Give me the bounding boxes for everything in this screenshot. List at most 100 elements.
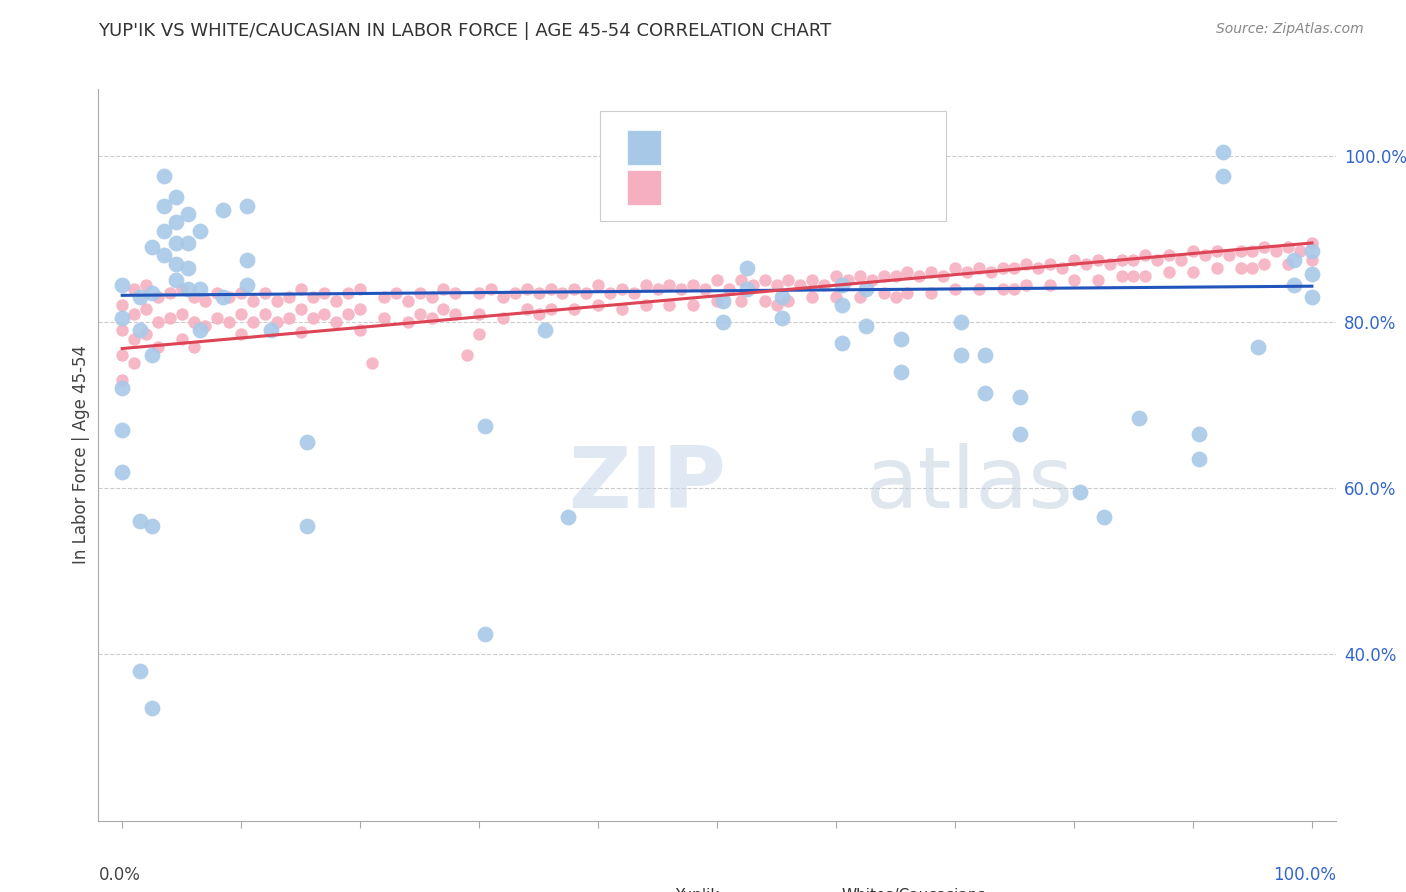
Point bbox=[872, 285, 894, 300]
Point bbox=[837, 273, 859, 287]
Point bbox=[943, 282, 966, 296]
Point bbox=[1069, 485, 1091, 500]
Point bbox=[943, 260, 966, 275]
Point bbox=[765, 277, 787, 292]
Point bbox=[551, 285, 574, 300]
Point bbox=[599, 285, 621, 300]
Point bbox=[432, 302, 454, 317]
Point bbox=[141, 701, 163, 715]
Point bbox=[146, 315, 169, 329]
Point bbox=[1159, 265, 1181, 279]
Point bbox=[165, 257, 187, 271]
Point bbox=[176, 260, 198, 275]
Point bbox=[207, 310, 229, 325]
Point bbox=[890, 365, 912, 379]
Point bbox=[290, 325, 312, 339]
Point bbox=[1039, 257, 1062, 271]
Point bbox=[813, 277, 835, 292]
Point bbox=[290, 302, 312, 317]
Point bbox=[1010, 427, 1032, 442]
Point bbox=[277, 290, 299, 304]
Point bbox=[141, 348, 163, 362]
Point bbox=[1170, 252, 1192, 267]
Point bbox=[671, 282, 693, 296]
Point bbox=[973, 385, 995, 400]
Text: Whites/Caucasians: Whites/Caucasians bbox=[842, 888, 987, 892]
Point bbox=[170, 307, 193, 321]
Text: N = 200: N = 200 bbox=[804, 179, 877, 197]
Point bbox=[610, 282, 633, 296]
Point bbox=[1282, 277, 1305, 292]
Point bbox=[1229, 260, 1251, 275]
Point bbox=[468, 285, 491, 300]
Point bbox=[711, 315, 734, 329]
Point bbox=[778, 273, 800, 287]
Point bbox=[122, 357, 145, 371]
Point bbox=[890, 332, 912, 346]
Point bbox=[586, 277, 609, 292]
Point bbox=[165, 273, 187, 287]
Point bbox=[141, 240, 163, 254]
Point bbox=[153, 169, 176, 184]
Point bbox=[772, 310, 794, 325]
Point bbox=[1010, 390, 1032, 404]
Point bbox=[361, 357, 384, 371]
Point bbox=[1063, 273, 1085, 287]
Point bbox=[349, 282, 371, 296]
Text: N =  66: N = 66 bbox=[804, 139, 872, 157]
Point bbox=[492, 290, 515, 304]
Point bbox=[849, 290, 872, 304]
Point bbox=[949, 348, 972, 362]
Point bbox=[695, 282, 717, 296]
Point bbox=[754, 273, 776, 287]
Point bbox=[188, 323, 211, 337]
Point bbox=[1241, 260, 1264, 275]
Point bbox=[111, 323, 134, 337]
Point bbox=[735, 260, 758, 275]
Point bbox=[1111, 252, 1133, 267]
Point bbox=[146, 340, 169, 354]
Point bbox=[122, 332, 145, 346]
Point bbox=[236, 198, 259, 212]
Point bbox=[956, 265, 979, 279]
Point bbox=[1092, 510, 1115, 524]
Point bbox=[260, 323, 283, 337]
Point bbox=[129, 515, 152, 529]
Point bbox=[153, 248, 176, 262]
Point bbox=[1087, 252, 1109, 267]
Point bbox=[188, 223, 211, 237]
Point bbox=[1063, 252, 1085, 267]
Point bbox=[991, 282, 1014, 296]
Point bbox=[991, 260, 1014, 275]
Point bbox=[872, 269, 894, 284]
Text: 100.0%: 100.0% bbox=[1272, 866, 1336, 884]
Point bbox=[730, 294, 752, 309]
Point bbox=[831, 335, 853, 350]
Point bbox=[159, 310, 181, 325]
Point bbox=[1135, 248, 1157, 262]
Point bbox=[1087, 273, 1109, 287]
Point bbox=[236, 252, 259, 267]
Point bbox=[540, 302, 562, 317]
Point bbox=[277, 310, 299, 325]
Point bbox=[634, 277, 657, 292]
Point bbox=[1212, 169, 1234, 184]
Point bbox=[516, 302, 538, 317]
Point bbox=[111, 465, 134, 479]
Point bbox=[165, 235, 187, 250]
Point bbox=[1122, 269, 1144, 284]
Text: R = 0.025: R = 0.025 bbox=[673, 139, 765, 157]
Point bbox=[778, 294, 800, 309]
Point bbox=[527, 285, 550, 300]
Point bbox=[1050, 260, 1073, 275]
Point bbox=[373, 290, 395, 304]
Point bbox=[468, 307, 491, 321]
Point bbox=[1301, 267, 1323, 281]
Point bbox=[789, 277, 811, 292]
Point bbox=[231, 307, 253, 321]
Point bbox=[896, 285, 918, 300]
Point bbox=[706, 273, 728, 287]
Point bbox=[314, 307, 336, 321]
Point bbox=[231, 327, 253, 342]
Point bbox=[1229, 244, 1251, 259]
